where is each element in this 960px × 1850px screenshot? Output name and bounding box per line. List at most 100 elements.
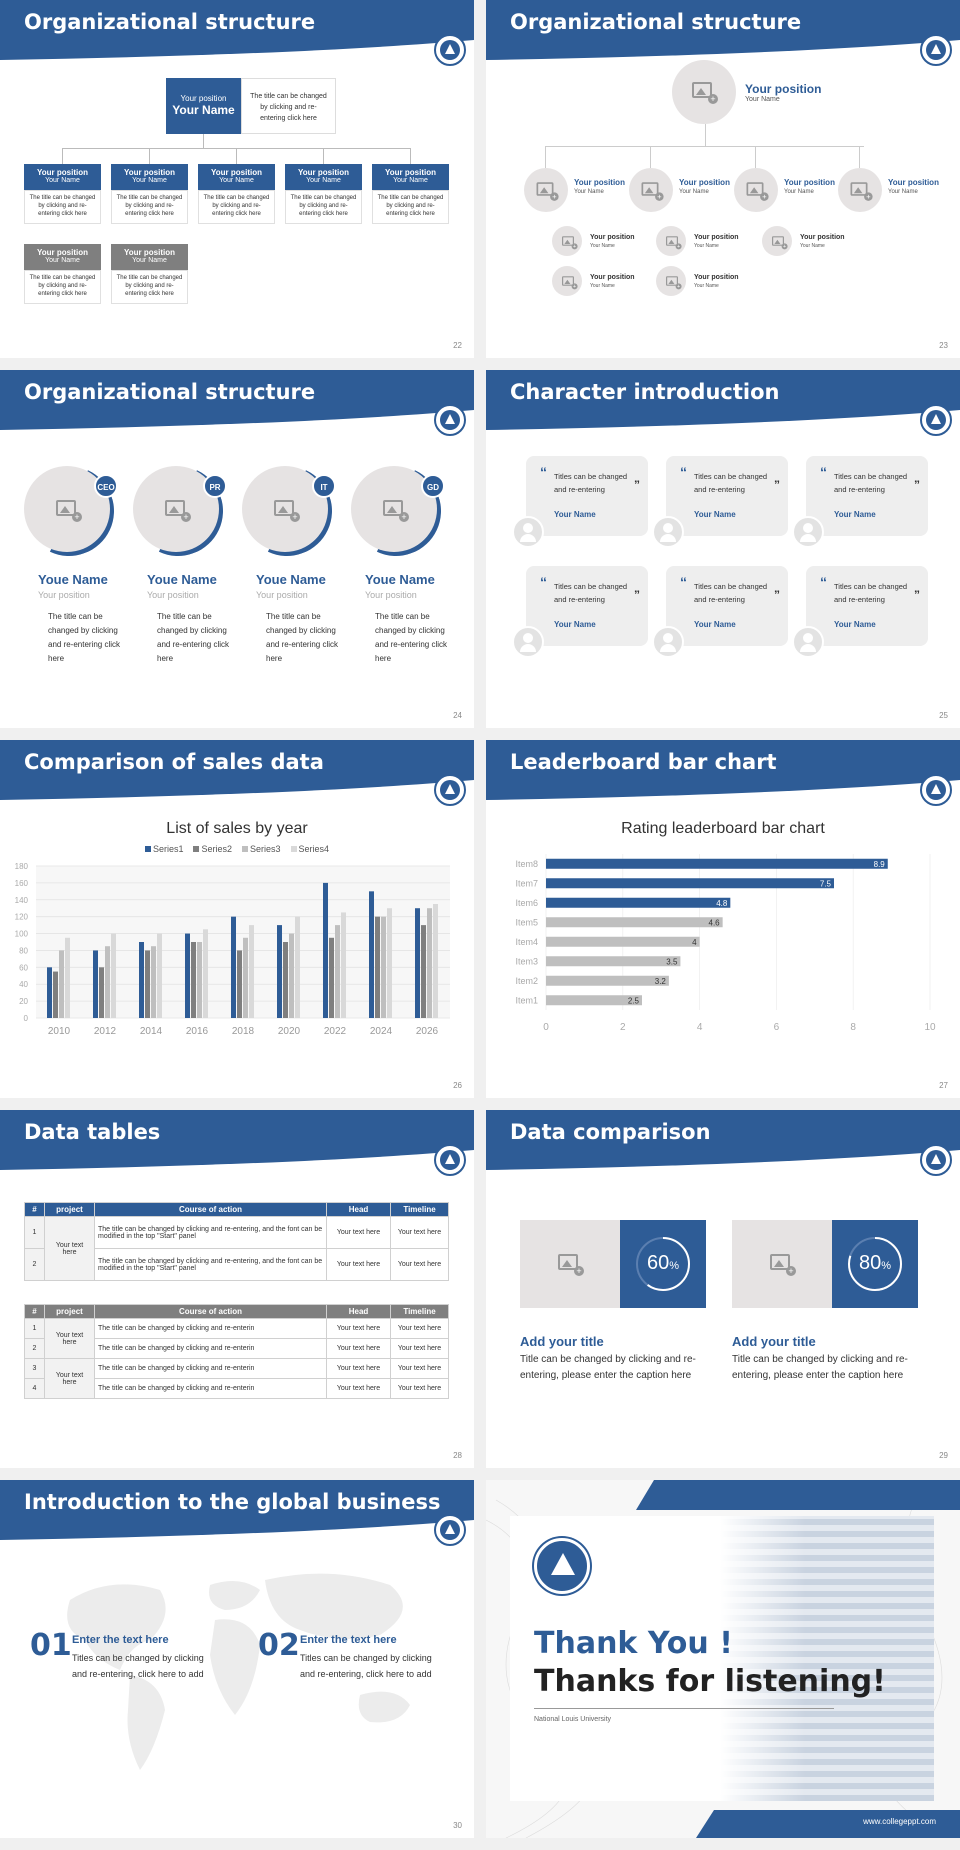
bar	[341, 912, 346, 1018]
website-link[interactable]: www.collegeppt.com	[863, 1817, 936, 1826]
university-logo	[434, 774, 466, 806]
quote-card[interactable]: “ Titles can be changed and re-entering ” Y…	[806, 456, 928, 536]
x-tick-label: 8	[850, 1022, 856, 1033]
avatar-placeholder[interactable]	[838, 168, 882, 212]
table-header: project	[44, 1202, 95, 1217]
bar	[243, 937, 248, 1018]
avatar-placeholder[interactable]	[524, 168, 568, 212]
bar	[369, 891, 374, 1018]
table-cell: 1	[24, 1318, 45, 1339]
legend-swatch	[290, 846, 297, 852]
avatar-placeholder[interactable]	[552, 266, 582, 296]
quote-card[interactable]: “ Titles can be changed and re-entering ” Y…	[666, 456, 788, 536]
table-header: Course of action	[94, 1304, 327, 1319]
table-header: Timeline	[390, 1304, 449, 1319]
avatar-placeholder[interactable]	[24, 466, 110, 552]
image-placeholder-icon	[641, 182, 664, 201]
org-box[interactable]: Your position Your Name	[285, 164, 362, 190]
y-tick-label: 100	[15, 930, 29, 939]
y-tick-label: 60	[19, 963, 28, 972]
avatar-placeholder[interactable]	[552, 226, 582, 256]
quote-card[interactable]: “ Titles can be changed and re-entering ” Y…	[526, 566, 648, 646]
quote-text: Titles can be changed and re-entering	[834, 472, 908, 494]
slide-30[interactable]: Introduction to the global business 30 0…	[0, 1480, 474, 1838]
bar	[99, 967, 104, 1018]
avatar-placeholder[interactable]	[734, 168, 778, 212]
name-label: Your Name	[694, 620, 736, 629]
slide-27[interactable]: Leaderboard bar chart Rating leaderboard…	[486, 740, 960, 1098]
page-number: 26	[453, 1081, 462, 1090]
item-heading: Enter the text here	[300, 1634, 397, 1646]
org-box[interactable]: Your position Your Name	[111, 244, 188, 270]
slide-title: Organizational structure	[24, 10, 316, 34]
image-placeholder[interactable]	[520, 1220, 620, 1308]
slide-23[interactable]: Organizational structure Your position Y…	[486, 0, 960, 358]
position-label: Your position	[574, 178, 625, 187]
bar	[283, 942, 288, 1018]
slide-28[interactable]: Data tables # project Course of action H…	[0, 1110, 474, 1468]
data-label: 8.9	[874, 860, 886, 869]
user-icon	[663, 633, 673, 643]
position-label: Your position	[365, 590, 417, 600]
slide-31[interactable]: Thank You ! Thanks for listening! Nation…	[486, 1480, 960, 1838]
y-tick-label: Item4	[515, 937, 538, 947]
image-placeholder-icon	[850, 182, 873, 201]
position-label: Your position	[211, 168, 262, 177]
bar	[335, 925, 340, 1018]
org-box[interactable]: Your position Your Name	[198, 164, 275, 190]
bar	[433, 904, 438, 1018]
role-badge: CEO	[94, 474, 118, 498]
world-map-background	[67, 1573, 410, 1770]
slide-24[interactable]: Organizational structure 24 CEO Youe Name…	[0, 370, 474, 728]
legend-label: Series4	[298, 844, 330, 854]
org-box[interactable]: Your position Your Name	[111, 164, 188, 190]
connector	[545, 146, 546, 168]
avatar-placeholder[interactable]	[672, 60, 736, 124]
role-badge: IT	[312, 474, 336, 498]
org-box[interactable]: Your position Your Name	[24, 164, 101, 190]
org-box[interactable]: Your position Your Name	[24, 244, 101, 270]
percent-unit: %	[881, 1260, 892, 1272]
data-label: 4	[692, 938, 697, 947]
university-logo	[434, 34, 466, 66]
name-label: Your Name	[834, 510, 876, 519]
table-cell: The title can be changed by clicking and…	[94, 1358, 327, 1379]
quote-card[interactable]: “ Titles can be changed and re-entering ” Y…	[526, 456, 648, 536]
org-desc: The title can be changed by clicking and…	[111, 190, 188, 224]
quote-card[interactable]: “ Titles can be changed and re-entering ” Y…	[666, 566, 788, 646]
avatar-placeholder[interactable]	[656, 226, 686, 256]
legend-label: Series2	[201, 844, 232, 854]
org-box[interactable]: Your position Your Name	[372, 164, 449, 190]
name-label: Your Name	[45, 177, 80, 184]
divider	[534, 1708, 834, 1709]
slide-29[interactable]: Data comparison 29 60% Add your title Titl…	[486, 1110, 960, 1468]
slide-25[interactable]: Character introduction 25 “ Titles can be…	[486, 370, 960, 728]
slide-22[interactable]: Organizational structure Your position Y…	[0, 0, 474, 358]
university-seal	[534, 1538, 590, 1594]
quote-close-icon: ”	[914, 588, 920, 602]
table-cell: Your text here	[390, 1248, 449, 1281]
position-label: Your position	[147, 590, 199, 600]
user-icon-body	[520, 644, 536, 652]
y-tick-label: Item1	[515, 995, 538, 1005]
bar	[415, 908, 420, 1018]
quote-close-icon: ”	[774, 588, 780, 602]
percent-ring	[848, 1237, 902, 1291]
name-label: Your Name	[834, 620, 876, 629]
quote-open-icon: “	[820, 574, 827, 590]
bar	[139, 942, 144, 1018]
x-tick-label: 2016	[186, 1026, 209, 1037]
table-cell: Your text here	[390, 1216, 449, 1249]
table-cell: Your text here	[44, 1358, 95, 1399]
avatar-placeholder[interactable]	[762, 226, 792, 256]
image-placeholder-icon	[165, 500, 191, 522]
quote-card[interactable]: “ Titles can be changed and re-entering ” Y…	[806, 566, 928, 646]
slide-title: Data comparison	[510, 1120, 711, 1144]
percent-panel: 80%	[832, 1220, 918, 1308]
avatar-placeholder[interactable]	[629, 168, 673, 212]
slide-26[interactable]: Comparison of sales data List of sales b…	[0, 740, 474, 1098]
org-top-box[interactable]: Your position Your Name	[166, 78, 241, 134]
image-placeholder[interactable]	[732, 1220, 832, 1308]
bar	[546, 897, 731, 908]
avatar-placeholder[interactable]	[656, 266, 686, 296]
